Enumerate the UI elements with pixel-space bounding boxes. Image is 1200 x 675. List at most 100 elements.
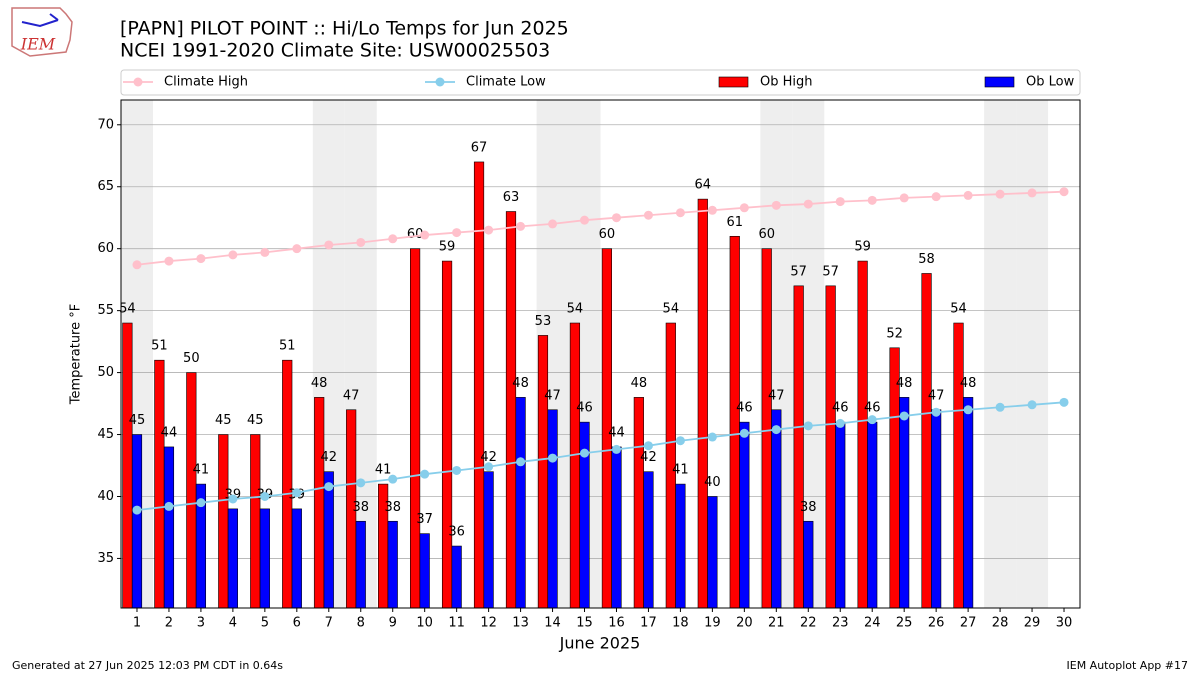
- x-tick-label: 2: [165, 616, 173, 631]
- value-label: 57: [822, 264, 839, 279]
- value-label: 57: [790, 264, 807, 279]
- value-label: 38: [352, 500, 369, 515]
- line-marker: [931, 192, 941, 202]
- line-marker: [611, 213, 621, 223]
- line-marker: [963, 405, 973, 415]
- x-tick-label: 16: [608, 616, 625, 631]
- value-label: 61: [726, 215, 743, 230]
- legend-swatch: [718, 76, 749, 88]
- legend-label: Ob High: [760, 75, 813, 90]
- x-tick-label: 1: [133, 616, 141, 631]
- bar: [505, 211, 517, 609]
- line-marker: [1027, 400, 1037, 410]
- value-label: 46: [864, 401, 881, 416]
- bar: [697, 198, 708, 609]
- bar: [633, 397, 644, 609]
- chart-title: [PAPN] PILOT POINT :: Hi/Lo Temps for Ju…: [120, 18, 569, 40]
- line-marker: [324, 240, 334, 250]
- bar: [547, 409, 558, 609]
- line-marker: [132, 505, 142, 515]
- bar: [803, 520, 814, 609]
- value-label: 64: [695, 178, 712, 193]
- bar: [953, 322, 964, 609]
- line-marker: [356, 478, 366, 488]
- legend-swatch: [984, 76, 1015, 88]
- bar: [707, 496, 718, 609]
- value-label: 53: [535, 314, 552, 329]
- bar: [569, 322, 581, 609]
- bar: [218, 434, 229, 609]
- line-marker: [771, 425, 781, 435]
- y-axis-label: Temperature °F: [69, 304, 84, 405]
- value-label: 46: [576, 401, 593, 416]
- line-marker: [228, 250, 238, 260]
- value-label: 36: [448, 525, 465, 540]
- value-label: 45: [247, 413, 264, 428]
- legend-swatch: [435, 77, 445, 87]
- value-label: 47: [928, 388, 945, 403]
- line-marker: [675, 436, 685, 446]
- value-label: 51: [151, 339, 168, 354]
- bar: [387, 520, 398, 609]
- bar: [291, 508, 302, 609]
- line-marker: [292, 488, 302, 498]
- x-tick-label: 24: [864, 616, 881, 631]
- value-label: 59: [854, 240, 871, 255]
- x-tick-label: 13: [512, 616, 529, 631]
- x-tick-label: 28: [992, 616, 1009, 631]
- value-label: 42: [640, 450, 657, 465]
- value-label: 67: [471, 140, 488, 155]
- value-label: 41: [375, 463, 392, 478]
- line-marker: [292, 244, 302, 254]
- value-label: 45: [215, 413, 232, 428]
- bar: [867, 421, 878, 609]
- line-marker: [324, 482, 334, 492]
- line-marker: [484, 462, 494, 472]
- x-tick-label: 29: [1024, 616, 1041, 631]
- bar: [515, 397, 526, 609]
- bar: [250, 434, 261, 609]
- shade-band: [984, 100, 1017, 608]
- bar: [451, 545, 462, 609]
- bar: [154, 359, 165, 609]
- y-tick-label: 50: [97, 365, 114, 380]
- line-marker: [196, 498, 206, 508]
- bar: [227, 508, 238, 609]
- value-label: 47: [544, 388, 561, 403]
- bar: [825, 285, 836, 609]
- x-tick-label: 14: [544, 616, 561, 631]
- value-label: 38: [384, 500, 401, 515]
- line-marker: [835, 418, 845, 428]
- x-tick-label: 11: [448, 616, 465, 631]
- line: [136, 401, 1065, 512]
- value-label: 45: [129, 413, 146, 428]
- line-marker: [739, 203, 749, 213]
- x-tick-label: 20: [736, 616, 753, 631]
- line-marker: [867, 415, 877, 425]
- bar: [409, 248, 421, 609]
- line-marker: [420, 230, 430, 240]
- line-marker: [899, 193, 909, 203]
- bar: [259, 508, 270, 609]
- value-label: 47: [768, 388, 785, 403]
- line-marker: [611, 444, 621, 454]
- y-tick-label: 70: [97, 117, 114, 132]
- value-label: 60: [407, 227, 424, 242]
- line-marker: [643, 441, 653, 451]
- value-label: 48: [960, 376, 977, 391]
- value-label: 41: [672, 463, 689, 478]
- y-tick-label: 55: [97, 303, 114, 318]
- value-label: 48: [896, 376, 913, 391]
- line-marker: [132, 260, 142, 270]
- legend-label: Climate High: [164, 75, 248, 90]
- value-label: 48: [631, 376, 648, 391]
- value-label: 50: [183, 351, 200, 366]
- x-tick-label: 6: [293, 616, 301, 631]
- bar: [355, 520, 366, 609]
- line-marker: [164, 501, 174, 511]
- value-label: 54: [950, 302, 967, 317]
- x-tick-label: 26: [928, 616, 945, 631]
- x-tick-label: 10: [416, 616, 433, 631]
- x-tick-label: 19: [704, 616, 721, 631]
- legend-box: [120, 69, 1081, 96]
